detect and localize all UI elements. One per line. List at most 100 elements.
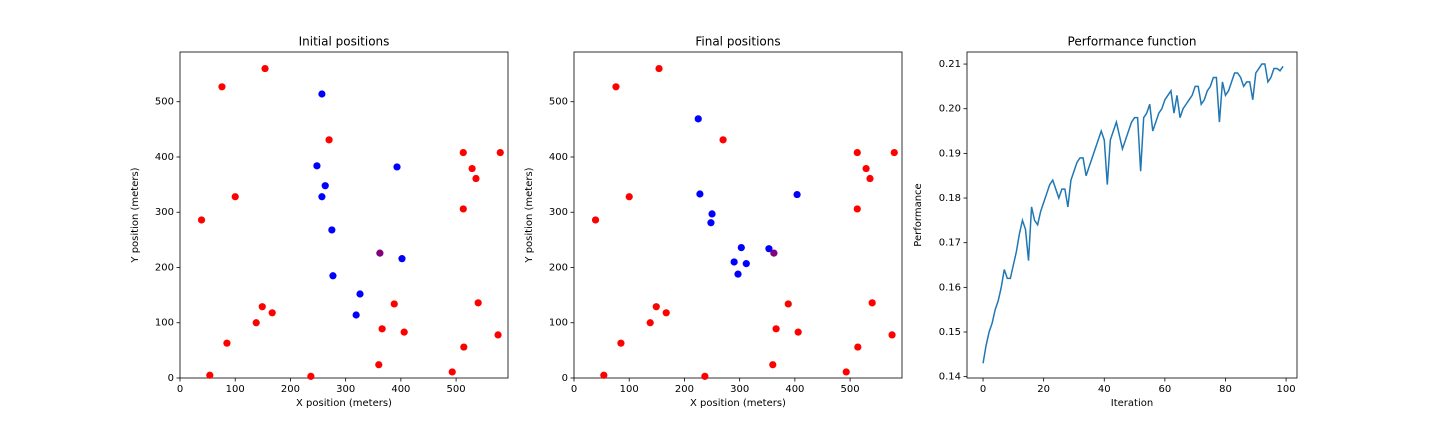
point [206, 371, 214, 379]
y-tick-label: 500 [549, 97, 568, 108]
y-tick-label: 300 [155, 207, 174, 218]
y-tick-label: 0.19 [939, 148, 961, 159]
point [765, 245, 773, 253]
point [448, 368, 456, 376]
point [398, 255, 406, 263]
point [494, 331, 502, 339]
point [252, 319, 260, 327]
x-tick-label: 200 [281, 384, 300, 395]
axes-frame [179, 51, 509, 379]
point [652, 303, 660, 311]
point [328, 226, 336, 234]
point [719, 136, 727, 144]
point [734, 270, 742, 278]
point [866, 174, 874, 183]
point [352, 311, 360, 319]
y-axis-label: Y position (meters) [524, 167, 535, 263]
y-tick-label: 0.17 [939, 238, 961, 249]
point [769, 361, 777, 369]
point [459, 205, 467, 213]
y-axis-label: Performance [913, 183, 924, 246]
x-tick-label: 20 [1037, 384, 1050, 395]
point [378, 325, 386, 333]
point [218, 83, 226, 91]
point [197, 216, 206, 224]
point [694, 115, 702, 123]
point [591, 216, 600, 224]
y-tick-label: 400 [155, 152, 174, 163]
point [321, 182, 329, 190]
point [625, 193, 633, 201]
point [701, 372, 709, 380]
point [261, 64, 269, 73]
point [730, 258, 738, 266]
chart-title: Final positions [695, 35, 780, 49]
point [794, 328, 802, 336]
point [708, 210, 716, 218]
point [460, 343, 468, 351]
point [696, 190, 704, 198]
x-tick-label: 500 [841, 384, 860, 395]
y-tick-label: 0.14 [939, 372, 961, 383]
point [393, 163, 401, 171]
point [737, 244, 745, 252]
point [617, 339, 625, 347]
x-axis-label: Iteration [1111, 398, 1153, 409]
point [742, 260, 750, 268]
x-tick-label: 100 [1277, 384, 1296, 395]
y-tick-label: 400 [549, 152, 568, 163]
point [662, 309, 670, 317]
y-tick-label: 0 [562, 373, 568, 384]
point [854, 343, 862, 351]
point [853, 148, 861, 157]
point [853, 205, 861, 213]
y-tick-label: 0.20 [939, 104, 961, 115]
x-tick-label: 500 [447, 384, 466, 395]
point [329, 272, 337, 280]
x-tick-label: 100 [226, 384, 245, 395]
point [888, 331, 896, 339]
axes-frame [966, 51, 1298, 379]
x-tick-label: 300 [730, 384, 749, 395]
point [600, 371, 608, 379]
point [707, 219, 715, 227]
x-tick-label: 400 [391, 384, 410, 395]
y-tick-label: 100 [549, 318, 568, 329]
point [318, 90, 326, 98]
point [472, 174, 480, 183]
point [496, 148, 504, 157]
x-tick-label: 0 [980, 384, 986, 395]
point [772, 325, 780, 333]
point [862, 164, 870, 173]
y-tick-label: 200 [549, 262, 568, 273]
point [770, 249, 778, 257]
point [231, 193, 239, 201]
point [646, 319, 654, 327]
point [258, 303, 266, 311]
y-tick-label: 500 [155, 97, 174, 108]
point [375, 361, 383, 369]
point [313, 162, 321, 170]
point [400, 328, 408, 336]
x-tick-label: 100 [620, 384, 639, 395]
point [268, 309, 276, 317]
y-tick-label: 100 [155, 318, 174, 329]
point [655, 64, 663, 73]
point [459, 148, 467, 157]
x-tick-label: 0 [571, 384, 577, 395]
y-tick-label: 0.15 [939, 327, 961, 338]
point [474, 299, 482, 307]
point [784, 300, 792, 308]
y-axis-label: Y position (meters) [130, 167, 141, 263]
line [982, 63, 1284, 364]
x-tick-label: 300 [336, 384, 355, 395]
x-tick-label: 200 [675, 384, 694, 395]
x-tick-label: 60 [1159, 384, 1172, 395]
point [842, 368, 850, 376]
point [307, 372, 315, 380]
x-tick-label: 400 [785, 384, 804, 395]
point [468, 164, 476, 173]
point [390, 300, 398, 308]
y-tick-label: 200 [155, 262, 174, 273]
